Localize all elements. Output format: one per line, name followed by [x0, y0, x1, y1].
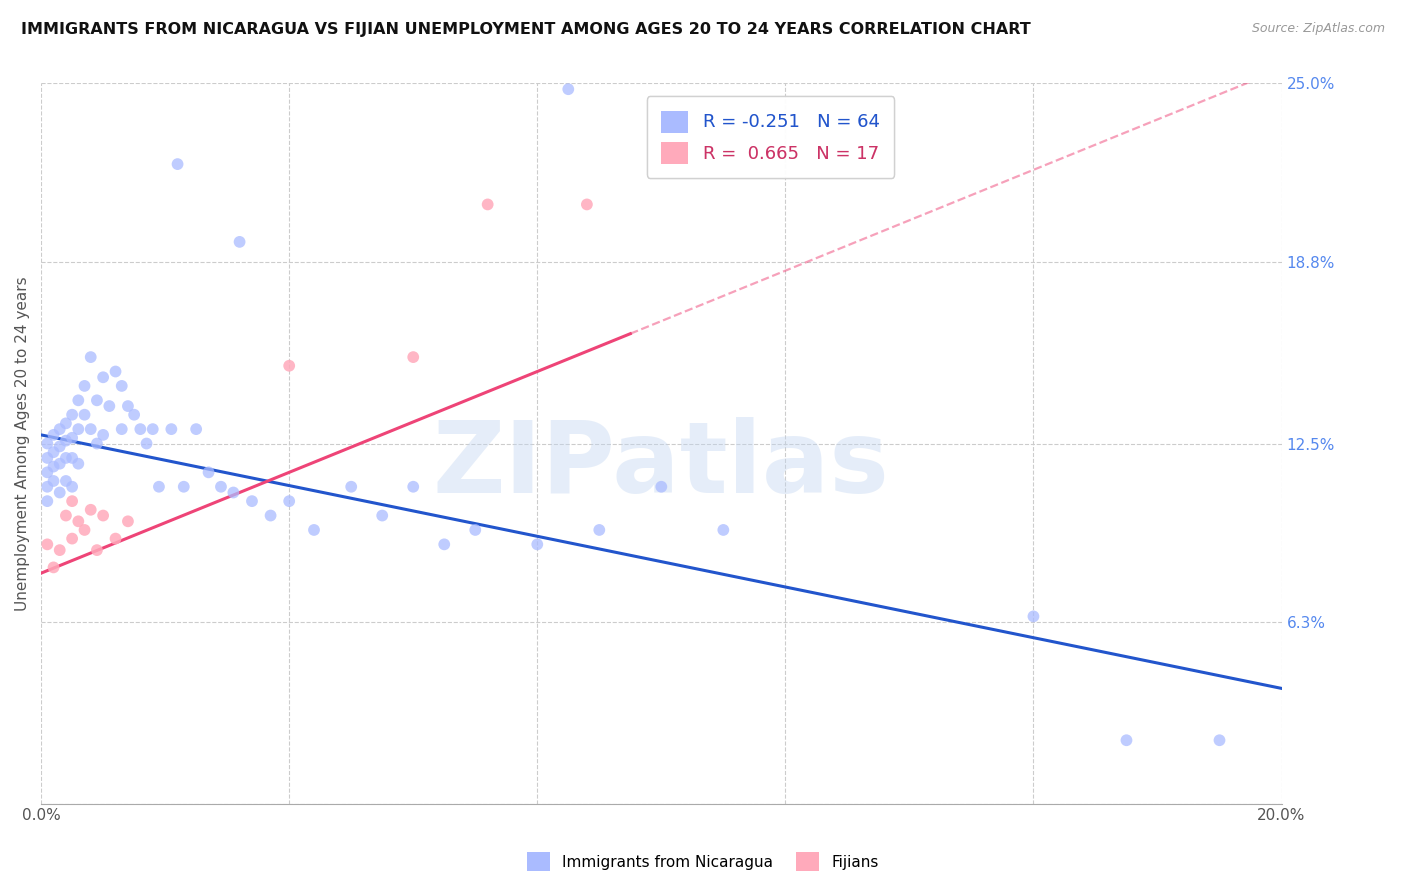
Point	[55, 508, 77, 523]
Point	[117, 514, 139, 528]
Point	[67, 393, 90, 408]
Point	[73, 408, 96, 422]
Point	[60, 532, 83, 546]
Point	[650, 480, 672, 494]
Point	[186, 422, 208, 436]
Point	[197, 466, 219, 480]
Point	[48, 485, 70, 500]
Point	[142, 422, 165, 436]
Point	[60, 450, 83, 465]
Point	[67, 457, 90, 471]
Point	[60, 431, 83, 445]
Point	[278, 494, 301, 508]
Point	[173, 480, 195, 494]
Point	[67, 514, 90, 528]
Point	[48, 457, 70, 471]
Point	[111, 422, 134, 436]
Point	[37, 494, 59, 508]
Point	[48, 439, 70, 453]
Point	[86, 543, 108, 558]
Point	[60, 494, 83, 508]
Point	[73, 523, 96, 537]
Legend: Immigrants from Nicaragua, Fijians: Immigrants from Nicaragua, Fijians	[522, 847, 884, 877]
Point	[340, 480, 363, 494]
Text: IMMIGRANTS FROM NICARAGUA VS FIJIAN UNEMPLOYMENT AMONG AGES 20 TO 24 YEARS CORRE: IMMIGRANTS FROM NICARAGUA VS FIJIAN UNEM…	[21, 22, 1031, 37]
Point	[80, 350, 103, 364]
Point	[67, 422, 90, 436]
Point	[48, 422, 70, 436]
Point	[135, 436, 157, 450]
Point	[55, 474, 77, 488]
Point	[464, 523, 486, 537]
Point	[259, 508, 281, 523]
Point	[48, 543, 70, 558]
Point	[60, 408, 83, 422]
Point	[129, 422, 152, 436]
Point	[55, 450, 77, 465]
Point	[1022, 609, 1045, 624]
Point	[42, 428, 65, 442]
Point	[91, 428, 114, 442]
Point	[80, 422, 103, 436]
Point	[148, 480, 170, 494]
Point	[588, 523, 610, 537]
Point	[557, 82, 579, 96]
Point	[160, 422, 183, 436]
Point	[228, 235, 250, 249]
Point	[402, 350, 425, 364]
Point	[37, 436, 59, 450]
Text: ZIPatlas: ZIPatlas	[433, 417, 890, 514]
Point	[86, 393, 108, 408]
Point	[402, 480, 425, 494]
Point	[104, 364, 127, 378]
Point	[575, 197, 598, 211]
Point	[526, 537, 548, 551]
Point	[37, 466, 59, 480]
Point	[209, 480, 232, 494]
Point	[166, 157, 188, 171]
Legend: R = -0.251   N = 64, R =  0.665   N = 17: R = -0.251 N = 64, R = 0.665 N = 17	[647, 96, 894, 178]
Point	[1115, 733, 1137, 747]
Y-axis label: Unemployment Among Ages 20 to 24 years: Unemployment Among Ages 20 to 24 years	[15, 277, 30, 611]
Point	[91, 508, 114, 523]
Point	[302, 523, 325, 537]
Point	[42, 445, 65, 459]
Point	[477, 197, 499, 211]
Point	[122, 408, 145, 422]
Point	[111, 379, 134, 393]
Point	[240, 494, 263, 508]
Point	[86, 436, 108, 450]
Point	[42, 474, 65, 488]
Point	[37, 537, 59, 551]
Point	[278, 359, 301, 373]
Point	[80, 503, 103, 517]
Point	[37, 450, 59, 465]
Point	[42, 459, 65, 474]
Point	[117, 399, 139, 413]
Point	[91, 370, 114, 384]
Point	[37, 480, 59, 494]
Point	[55, 417, 77, 431]
Point	[371, 508, 394, 523]
Point	[104, 532, 127, 546]
Point	[42, 560, 65, 574]
Point	[60, 480, 83, 494]
Point	[1208, 733, 1230, 747]
Text: Source: ZipAtlas.com: Source: ZipAtlas.com	[1251, 22, 1385, 36]
Point	[222, 485, 245, 500]
Point	[73, 379, 96, 393]
Point	[711, 523, 734, 537]
Point	[433, 537, 456, 551]
Point	[55, 434, 77, 448]
Point	[98, 399, 121, 413]
